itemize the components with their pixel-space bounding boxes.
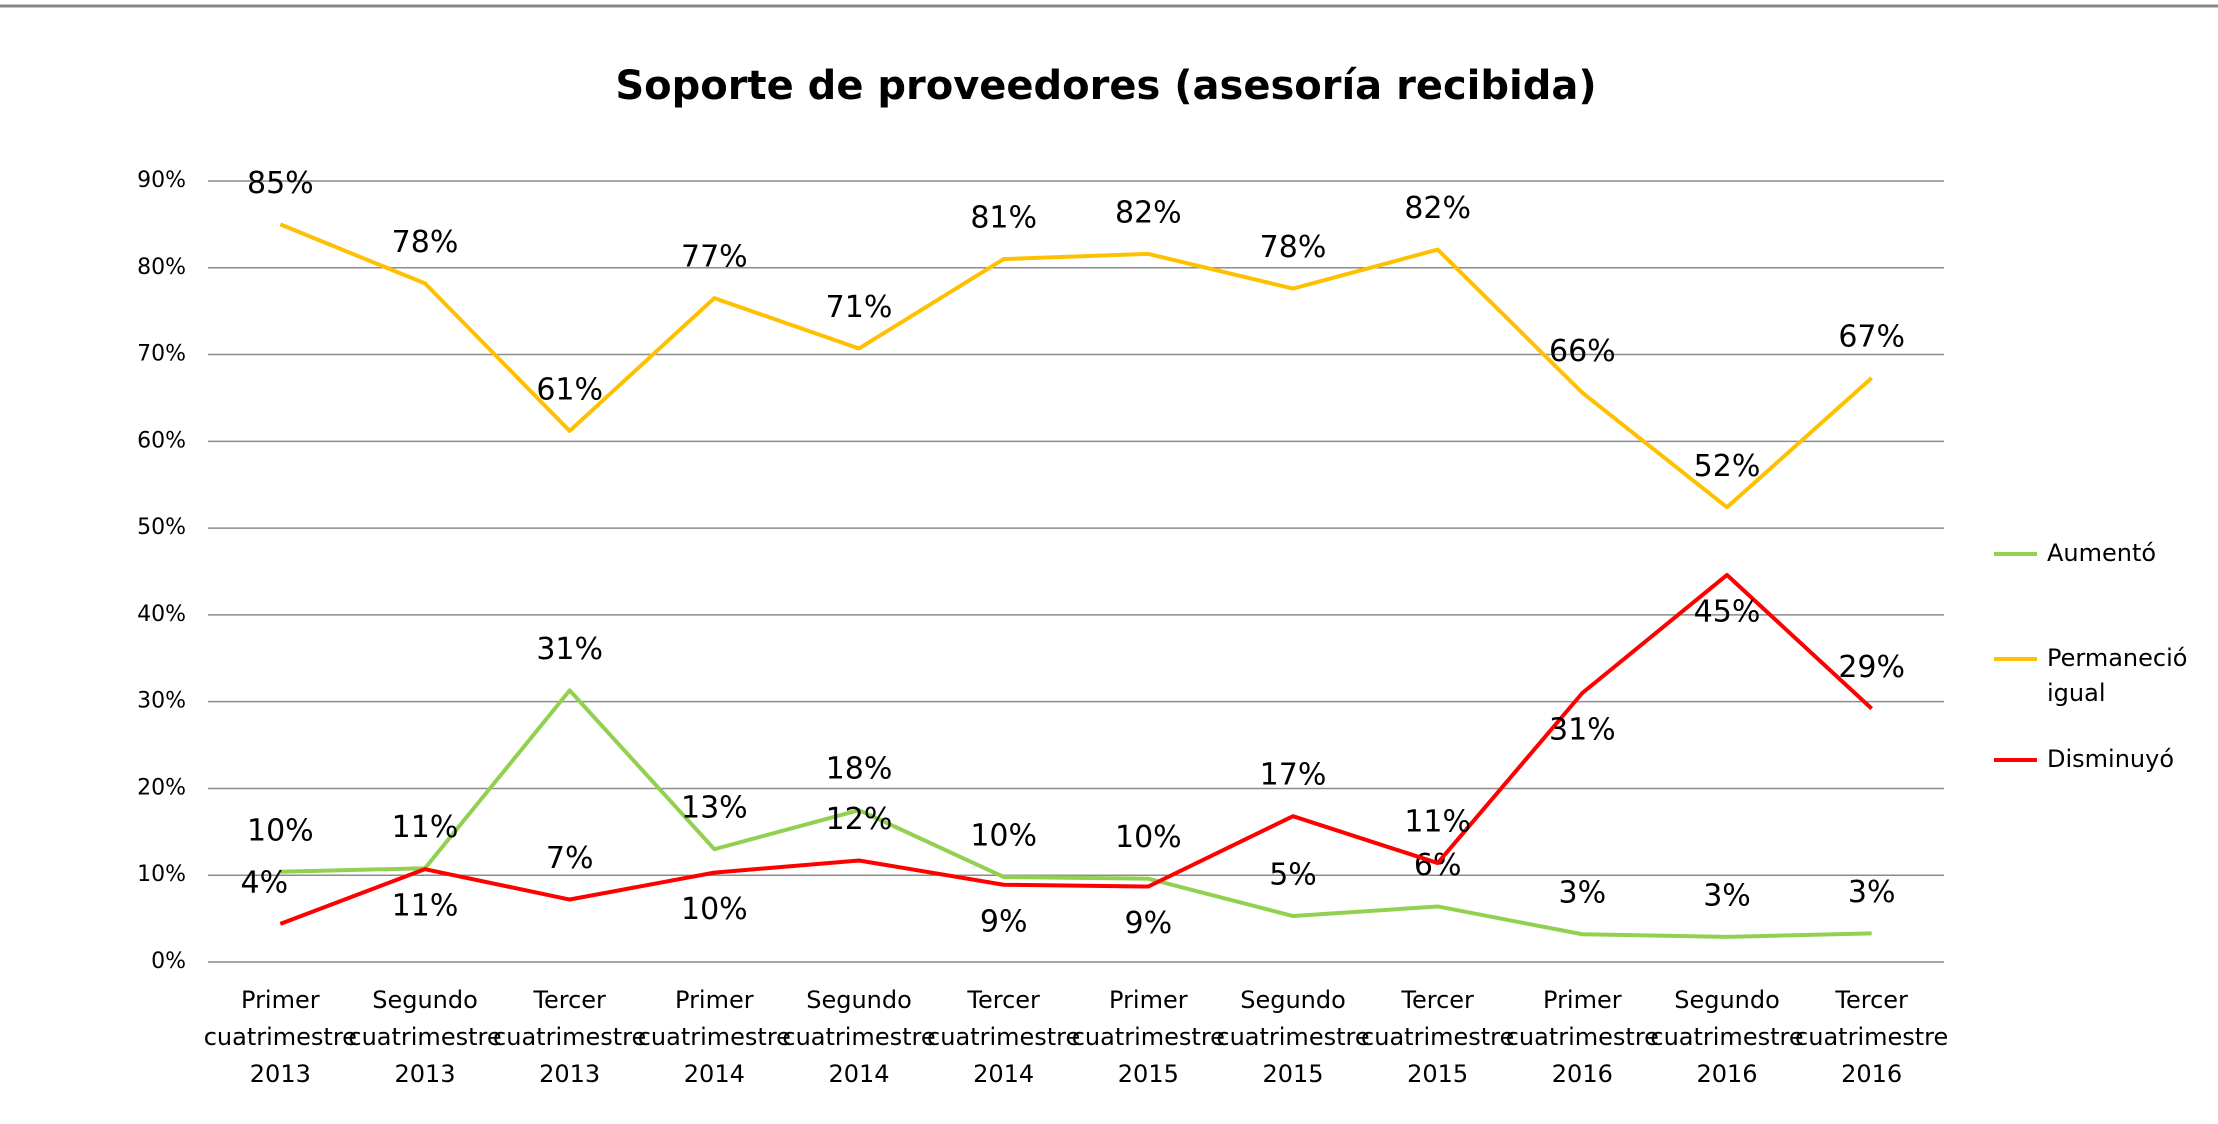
data-label: 3%	[1703, 878, 1751, 913]
x-tick-label: Primer cuatrimestre 2014	[638, 986, 791, 1088]
y-tick-label: 20%	[137, 775, 186, 800]
x-tick-label: Tercer cuatrimestre 2016	[1795, 986, 1948, 1088]
data-label: 9%	[1125, 906, 1173, 941]
data-label: 4%	[241, 865, 289, 900]
x-tick-label: Tercer cuatrimestre 2014	[927, 986, 1080, 1088]
y-tick-label: 40%	[137, 602, 186, 627]
x-tick-label: Segundo cuatrimestre 2015	[1216, 986, 1369, 1088]
data-label: 45%	[1694, 594, 1761, 629]
data-label: 66%	[1549, 334, 1616, 369]
y-tick-label: 30%	[137, 689, 186, 714]
y-tick-label: 50%	[137, 515, 186, 540]
data-label: 12%	[826, 802, 893, 837]
data-label: 31%	[536, 632, 603, 667]
data-label: 10%	[681, 892, 748, 927]
data-label: 52%	[1694, 449, 1761, 484]
x-tick-label: Segundo cuatrimestre 2016	[1650, 986, 1803, 1088]
data-label: 10%	[247, 813, 314, 848]
data-label: 9%	[980, 904, 1028, 939]
data-label: 78%	[392, 225, 459, 260]
data-label: 13%	[681, 791, 748, 826]
x-tick-label: Primer cuatrimestre 2013	[204, 986, 357, 1088]
series-line	[279, 222, 1873, 510]
data-label: 31%	[1549, 712, 1616, 747]
y-tick-label: 10%	[137, 862, 186, 887]
data-label: 11%	[392, 810, 459, 845]
data-label: 11%	[392, 889, 459, 924]
series-line	[279, 572, 1874, 926]
data-label: 7%	[546, 841, 594, 876]
x-tick-label: Primer cuatrimestre 2016	[1506, 986, 1659, 1088]
data-label: 5%	[1269, 858, 1317, 893]
legend-label: Aumentó	[2047, 539, 2156, 567]
legend-label: Disminuyó	[2047, 745, 2174, 773]
data-label: 11%	[1404, 805, 1471, 840]
y-tick-label: 60%	[137, 428, 186, 453]
x-tick-label: Segundo cuatrimestre 2013	[348, 986, 501, 1088]
data-label: 29%	[1838, 650, 1905, 685]
data-label: 85%	[247, 166, 314, 201]
x-tick-label: Tercer cuatrimestre 2013	[493, 986, 646, 1088]
data-label: 61%	[536, 372, 603, 407]
y-tick-label: 80%	[137, 255, 186, 280]
data-label: 67%	[1838, 319, 1905, 354]
data-label: 77%	[681, 240, 748, 275]
x-tick-label: Tercer cuatrimestre 2015	[1361, 986, 1514, 1088]
x-tick-label: Primer cuatrimestre 2015	[1072, 986, 1225, 1088]
data-label: 6%	[1414, 848, 1462, 883]
data-label: 82%	[1404, 191, 1471, 226]
data-label: 82%	[1115, 195, 1182, 230]
chart-title: Soporte de proveedores (asesoría recibid…	[615, 63, 1596, 109]
data-label: 81%	[970, 201, 1037, 236]
legend-label: Permaneció igual	[2047, 644, 2187, 707]
series-line	[280, 688, 1872, 939]
y-tick-label: 0%	[151, 949, 186, 974]
data-label: 3%	[1559, 876, 1607, 911]
x-tick-label: Segundo cuatrimestre 2014	[782, 986, 935, 1088]
data-label: 17%	[1260, 758, 1327, 793]
y-tick-label: 70%	[137, 342, 186, 367]
data-label: 18%	[826, 752, 893, 787]
data-label: 10%	[1115, 820, 1182, 855]
y-tick-label: 90%	[137, 168, 186, 193]
data-label: 10%	[970, 818, 1037, 853]
data-label: 3%	[1848, 875, 1896, 910]
data-label: 78%	[1260, 230, 1327, 265]
data-label: 71%	[826, 290, 893, 325]
